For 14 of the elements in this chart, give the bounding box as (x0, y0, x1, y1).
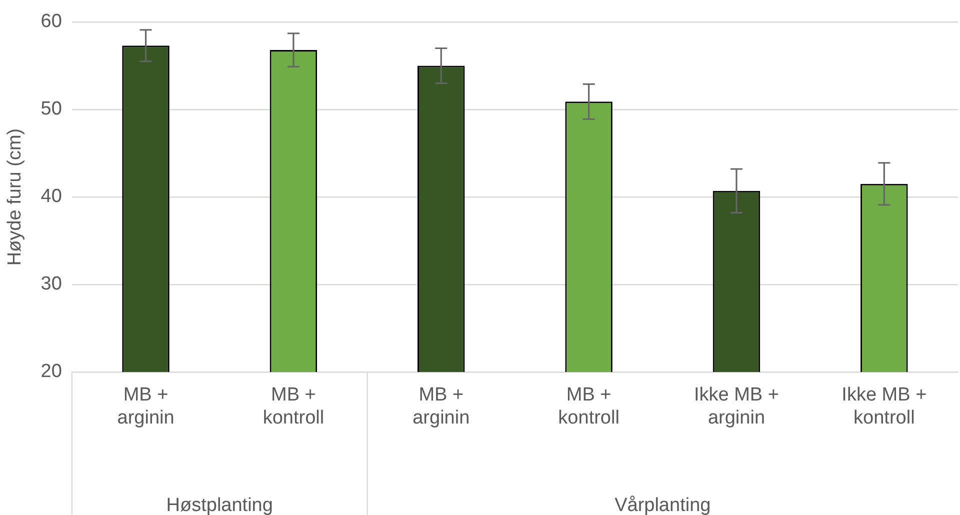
x-tick-label: Ikke MB + arginin (694, 384, 779, 428)
y-tick-label: 60 (40, 11, 62, 32)
y-tick-label: 40 (40, 186, 62, 208)
x-tick-label: MB + kontroll (558, 384, 620, 428)
text: Vårplanting (614, 495, 711, 515)
y-tick-label: 30 (40, 274, 62, 295)
x-tick-label: MB + arginin (117, 384, 174, 428)
x-tick-label: MB + kontroll (262, 384, 324, 428)
y-axis-title: Høyde furu (cm) (4, 128, 26, 266)
y-tick-label: 20 (40, 361, 62, 382)
text: Høstplanting (166, 495, 273, 515)
x-tick-label: Ikke MB + kontroll (842, 384, 927, 428)
y-tick-label: 50 (40, 98, 62, 120)
x-tick-label: MB + arginin (412, 384, 470, 428)
